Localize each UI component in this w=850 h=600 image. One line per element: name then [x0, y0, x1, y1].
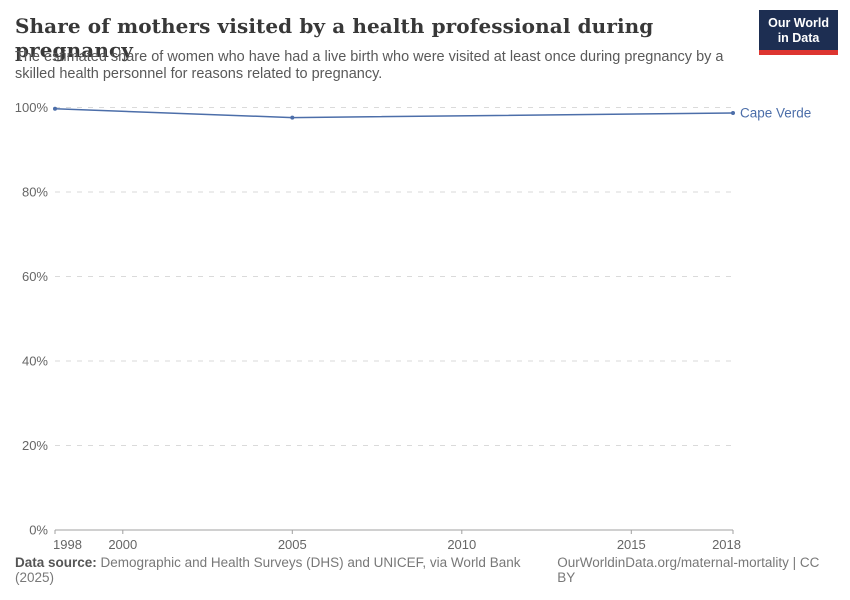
data-point-Cape Verde-1998: [53, 106, 57, 111]
x-axis-label-2005: 2005: [278, 537, 307, 552]
chart-subtitle: The estimated share of women who have ha…: [15, 49, 724, 82]
data-point-Cape Verde-2018: [731, 110, 735, 115]
y-axis-label-0: 0%: [29, 523, 48, 538]
series-line-Cape Verde[interactable]: [54, 108, 734, 119]
x-axis-label-2000: 2000: [108, 537, 137, 552]
y-axis-label-60: 60%: [22, 269, 48, 284]
y-axis-label-100: 100%: [15, 100, 49, 115]
y-axis-label-20: 20%: [22, 438, 48, 453]
x-axis-label-1998: 1998: [53, 537, 82, 552]
license-link[interactable]: OurWorldinData.org/maternal-mortality | …: [557, 555, 820, 585]
owid-logo-line1: Our World: [768, 16, 829, 30]
x-axis-label-2010: 2010: [447, 537, 476, 552]
x-axis-label-2018: 2018: [712, 537, 741, 552]
data-source-value: Demographic and Health Surveys (DHS) and…: [15, 555, 521, 585]
entity-label-Cape Verde[interactable]: Cape Verde: [740, 105, 811, 120]
y-axis-label-40: 40%: [22, 354, 48, 369]
data-point-Cape Verde-2005: [290, 115, 295, 120]
data-source-label: Data source:: [15, 555, 97, 570]
owid-logo-line2: in Data: [777, 30, 820, 45]
chart-footer: Data source: Demographic and Health Surv…: [15, 555, 838, 585]
y-axis-label-80: 80%: [22, 185, 48, 200]
data-source: Data source: Demographic and Health Surv…: [15, 555, 557, 585]
owid-logo[interactable]: Our World in Data: [759, 10, 838, 55]
x-axis-label-2015: 2015: [617, 537, 646, 552]
page-title: Share of mothers visited by a health pro…: [15, 14, 654, 62]
